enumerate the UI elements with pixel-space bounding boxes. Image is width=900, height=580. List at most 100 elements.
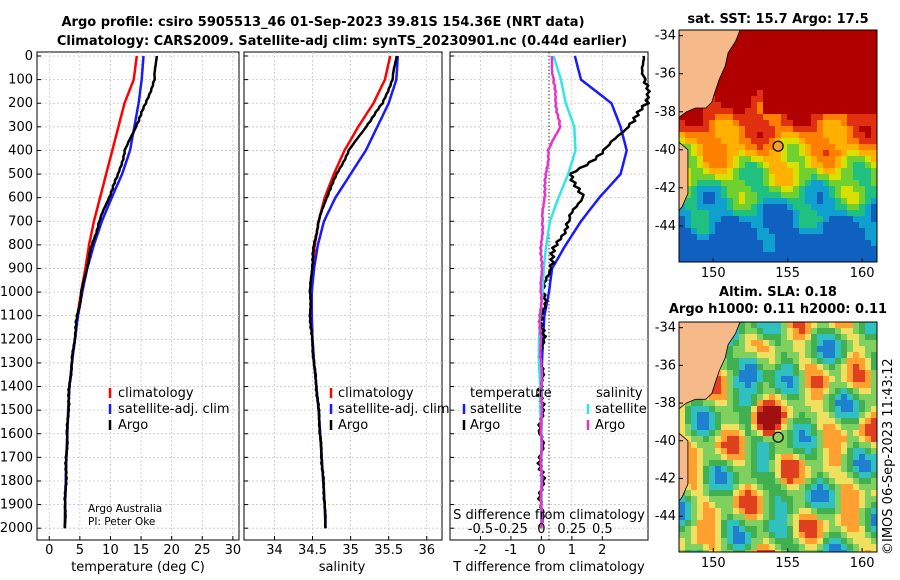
map-cell <box>853 66 860 73</box>
map-cell <box>787 430 794 437</box>
map-cell <box>847 132 854 139</box>
map-cell <box>739 96 746 103</box>
map-cell <box>871 466 877 473</box>
map-cell <box>799 42 806 49</box>
map-cell <box>763 328 770 335</box>
map-cell <box>745 222 752 229</box>
map-cell <box>853 234 860 241</box>
map-cell <box>733 66 740 73</box>
map-cell <box>871 210 877 217</box>
map-cell <box>763 496 770 503</box>
map-cell <box>871 412 877 419</box>
map-cell <box>871 72 877 79</box>
map-cell <box>781 430 788 437</box>
map-cell <box>859 216 866 223</box>
map-cell <box>823 430 830 437</box>
map-cell <box>739 42 746 49</box>
map-cell <box>829 358 836 365</box>
map-cell <box>751 240 758 247</box>
map-cell <box>865 352 872 359</box>
map-cell <box>841 204 848 211</box>
map-cell <box>847 144 854 151</box>
map-cell <box>775 358 782 365</box>
map-cell <box>811 364 818 371</box>
map-cell <box>721 514 728 521</box>
map-cell <box>853 258 860 262</box>
map-cell <box>721 180 728 187</box>
map-cell <box>757 496 764 503</box>
map-cell <box>823 442 830 449</box>
map-cell <box>871 544 877 551</box>
map-cell <box>709 412 716 419</box>
map-cell <box>793 490 800 497</box>
map-cell <box>781 204 788 211</box>
map-cell <box>787 526 794 533</box>
map-cell <box>697 150 704 157</box>
map-cell <box>679 430 686 437</box>
map-cell <box>739 394 746 401</box>
map-cell <box>763 246 770 253</box>
map-cell <box>787 186 794 193</box>
map-cell <box>799 478 806 485</box>
map-cell <box>727 66 734 73</box>
map-cell <box>781 418 788 425</box>
map-cell <box>721 258 728 262</box>
map-cell <box>841 240 848 247</box>
map-cell <box>811 526 818 533</box>
map-cell <box>685 228 692 235</box>
map-cell <box>775 526 782 533</box>
map-cell <box>859 364 866 371</box>
map-cell <box>751 48 758 55</box>
map-cell <box>763 198 770 205</box>
map-cell <box>715 406 722 413</box>
map-cell <box>775 346 782 353</box>
map-cell <box>805 204 812 211</box>
map-cell <box>757 132 764 139</box>
map-cell <box>757 400 764 407</box>
map-cell <box>853 376 860 383</box>
map-cell <box>703 508 710 515</box>
map-cell <box>745 84 752 91</box>
map-cell <box>793 340 800 347</box>
map-cell <box>691 258 698 262</box>
map-cell <box>865 210 872 217</box>
map-cell <box>787 126 794 133</box>
map-cell <box>847 382 854 389</box>
map-cell <box>739 132 746 139</box>
map-cell <box>871 340 877 347</box>
salinity-axes-box <box>243 51 443 541</box>
map-cell <box>745 520 752 527</box>
map-cell <box>841 138 848 145</box>
map-cell <box>871 90 877 97</box>
map-cell <box>727 54 734 61</box>
map-cell <box>805 138 812 145</box>
map-cell <box>763 358 770 365</box>
map-cell <box>775 120 782 127</box>
map-cell <box>745 162 752 169</box>
map-cell <box>805 418 812 425</box>
map-cell <box>703 252 710 259</box>
map-cell <box>745 96 752 103</box>
map-cell <box>679 526 686 533</box>
map-cell <box>709 466 716 473</box>
map-cell <box>703 418 710 425</box>
map-cell <box>865 532 872 539</box>
map-cell <box>721 246 728 253</box>
map-cell <box>775 442 782 449</box>
map-cell <box>799 90 806 97</box>
map-cell <box>763 180 770 187</box>
map-cell <box>703 198 710 205</box>
map-cell <box>859 138 866 145</box>
map-cell <box>769 496 776 503</box>
map-cell <box>847 42 854 49</box>
map-cell <box>835 400 842 407</box>
map-cell <box>865 102 872 109</box>
map-cell <box>799 328 806 335</box>
map-cell <box>727 412 734 419</box>
map-cell <box>871 376 877 383</box>
map-cell <box>697 466 704 473</box>
map-cell <box>865 412 872 419</box>
map-cell <box>805 90 812 97</box>
map-cell <box>775 382 782 389</box>
map-cell <box>739 66 746 73</box>
